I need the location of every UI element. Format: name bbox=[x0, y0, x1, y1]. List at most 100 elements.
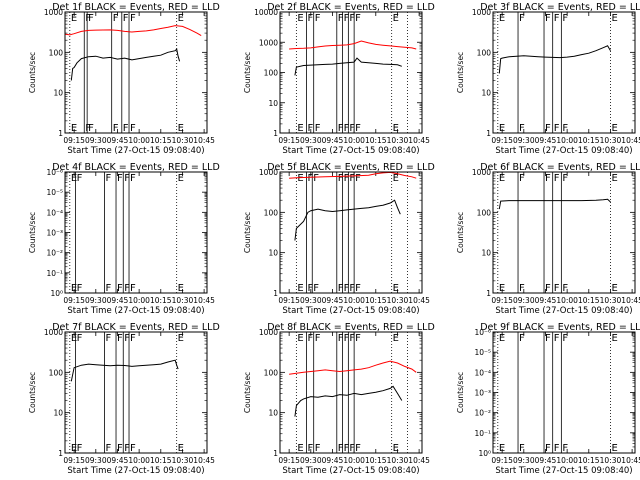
marker-label-bottom: F bbox=[105, 443, 111, 454]
y-tick-label: 10 bbox=[481, 249, 491, 258]
marker-label-bottom: F bbox=[124, 283, 130, 294]
marker-label: F bbox=[315, 13, 321, 24]
marker-label: F bbox=[545, 333, 551, 344]
marker-label: E bbox=[71, 13, 77, 24]
x-tick-label: 10:00 bbox=[556, 136, 578, 145]
x-tick-label: 10:00 bbox=[343, 456, 365, 465]
marker-label: F bbox=[124, 173, 130, 184]
y-axis-label: Counts/sec bbox=[28, 212, 37, 253]
x-tick-label: 10:45 bbox=[621, 296, 640, 305]
series-black-line bbox=[294, 199, 401, 241]
y-tick-label: 100 bbox=[477, 48, 492, 57]
marker-label: E bbox=[393, 13, 399, 24]
panel-9: Det 9f BLACK = Events, RED = LLD Counts/s… bbox=[456, 322, 640, 476]
marker-label: E bbox=[393, 173, 399, 184]
marker-label: F bbox=[117, 173, 123, 184]
marker-label-bottom: E bbox=[499, 283, 505, 294]
y-tick-label: 1 bbox=[273, 289, 278, 298]
marker-label-bottom: F bbox=[519, 283, 525, 294]
y-tick-label: 100 bbox=[49, 368, 64, 377]
x-tick-label: 09:45 bbox=[535, 456, 557, 465]
x-tick-label: 10:30 bbox=[387, 136, 409, 145]
marker-label-bottom: F bbox=[338, 123, 344, 134]
plot-frame bbox=[279, 171, 423, 294]
x-axis-label: Start Time (27-Oct-15 09:08:40) bbox=[67, 146, 204, 156]
marker-label: F bbox=[519, 13, 525, 24]
y-tick-label: 1 bbox=[486, 289, 491, 298]
x-tick-label: 09:15 bbox=[491, 296, 513, 305]
marker-label-bottom: F bbox=[130, 443, 136, 454]
marker-label-bottom: F bbox=[315, 443, 321, 454]
marker-label-bottom: F bbox=[355, 443, 361, 454]
series-black-line bbox=[498, 45, 611, 74]
marker-label: E bbox=[611, 173, 617, 184]
series-red-line bbox=[289, 40, 417, 50]
x-tick-label: 10:00 bbox=[343, 296, 365, 305]
x-tick-label: 10:15 bbox=[365, 136, 387, 145]
y-tick-label: 10⁻⁶ bbox=[46, 168, 63, 177]
marker-label: F bbox=[130, 333, 136, 344]
marker-label: E bbox=[297, 333, 303, 344]
marker-label: F bbox=[519, 333, 525, 344]
marker-label: F bbox=[338, 333, 344, 344]
x-tick-label: 10:45 bbox=[193, 296, 215, 305]
x-tick-label: 09:30 bbox=[300, 456, 322, 465]
x-tick-label: 10:15 bbox=[365, 296, 387, 305]
marker-label: E bbox=[71, 173, 77, 184]
y-tick-label: 100 bbox=[264, 368, 279, 377]
marker-label-bottom: E bbox=[178, 123, 184, 134]
y-tick-label: 100 bbox=[264, 208, 279, 217]
x-tick-label: 10:45 bbox=[193, 136, 215, 145]
marker-label-bottom: F bbox=[113, 123, 119, 134]
x-tick-label: 10:30 bbox=[387, 296, 409, 305]
x-tick-label: 10:30 bbox=[172, 456, 194, 465]
marker-label-bottom: F bbox=[562, 123, 568, 134]
x-tick-label: 09:30 bbox=[513, 296, 535, 305]
marker-label: F bbox=[545, 13, 551, 24]
x-tick-label: 10:00 bbox=[556, 296, 578, 305]
marker-label: F bbox=[349, 333, 355, 344]
y-tick-label: 10 bbox=[268, 409, 278, 418]
y-tick-label: 10⁻² bbox=[474, 409, 491, 418]
y-tick-label: 100 bbox=[477, 208, 492, 217]
y-axis-label: Counts/sec bbox=[28, 372, 37, 413]
panel-title: Det 1f BLACK = Events, RED = LLD bbox=[52, 2, 220, 13]
marker-label-bottom: F bbox=[545, 443, 551, 454]
y-axis-label: Counts/sec bbox=[456, 372, 465, 413]
y-tick-label: 1000 bbox=[472, 8, 491, 17]
marker-label-bottom: F bbox=[307, 443, 313, 454]
series-red-line bbox=[289, 360, 417, 375]
marker-label-bottom: F bbox=[554, 443, 560, 454]
y-axis-label: Counts/sec bbox=[28, 52, 37, 93]
y-tick-label: 10 bbox=[268, 99, 278, 108]
marker-label: F bbox=[355, 173, 361, 184]
panel-title: Det 2f BLACK = Events, RED = LLD bbox=[267, 2, 435, 13]
plot-frame bbox=[64, 11, 208, 134]
marker-label: E bbox=[499, 13, 505, 24]
marker-label: E bbox=[499, 333, 505, 344]
x-tick-label: 10:15 bbox=[150, 456, 172, 465]
y-tick-label: 1 bbox=[273, 449, 278, 458]
marker-label: F bbox=[562, 333, 568, 344]
panel-title: Det 9f BLACK = Events, RED = LLD bbox=[480, 322, 640, 333]
marker-label: F bbox=[77, 173, 83, 184]
marker-label: E bbox=[178, 13, 184, 24]
x-tick-label: 09:15 bbox=[278, 136, 300, 145]
marker-label-bottom: F bbox=[355, 283, 361, 294]
marker-label-bottom: F bbox=[519, 123, 525, 134]
y-tick-label: 1000 bbox=[259, 168, 278, 177]
panel-6: Det 6f BLACK = Events, RED = LLD Counts/s… bbox=[456, 162, 640, 316]
x-tick-label: 09:15 bbox=[63, 456, 85, 465]
marker-label-bottom: F bbox=[344, 123, 350, 134]
y-tick-label: 10⁻⁴ bbox=[474, 368, 491, 377]
marker-label-bottom: E bbox=[71, 283, 77, 294]
marker-label: F bbox=[105, 173, 111, 184]
x-tick-label: 09:30 bbox=[300, 296, 322, 305]
x-tick-label: 10:00 bbox=[128, 136, 150, 145]
plot-frame bbox=[492, 331, 636, 454]
y-tick-label: 1 bbox=[273, 129, 278, 138]
marker-label: F bbox=[562, 13, 568, 24]
plot-frame bbox=[279, 331, 423, 454]
marker-label-bottom: F bbox=[338, 283, 344, 294]
